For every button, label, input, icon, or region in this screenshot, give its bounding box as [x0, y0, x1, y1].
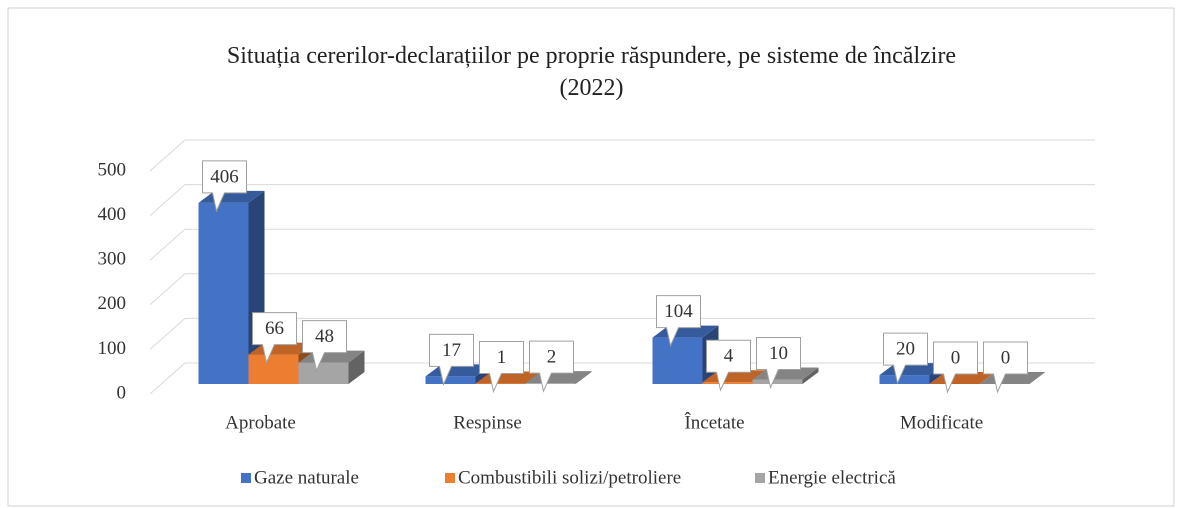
- bar-face: [348, 350, 365, 384]
- y-tick-label: 500: [98, 159, 127, 180]
- grid-line: [149, 273, 1095, 306]
- data-label-box: [656, 295, 701, 348]
- legend-label: Energie electrică: [768, 467, 896, 488]
- data-label: 104: [664, 301, 693, 322]
- grid-line: [149, 184, 1095, 216]
- grid-line: [149, 139, 1095, 172]
- bar-face: [652, 337, 703, 384]
- bar-face: [802, 367, 819, 384]
- chart-border: [7, 7, 1175, 507]
- y-tick-label: 400: [98, 204, 127, 225]
- bar: [298, 350, 365, 384]
- data-label-box: [429, 333, 474, 387]
- data-label-box: [302, 320, 347, 373]
- legend-swatch: [755, 473, 765, 483]
- y-tick-label: 100: [98, 338, 127, 359]
- data-label: 17: [442, 340, 461, 361]
- data-label: 66: [265, 318, 284, 339]
- bar-face: [702, 382, 753, 384]
- data-label-box: [933, 341, 978, 394]
- x-tick-label: Respinse: [453, 412, 522, 433]
- legend-label: Gaze naturale: [254, 467, 359, 488]
- data-label-box: [883, 332, 928, 385]
- data-label: 48: [315, 326, 334, 347]
- data-label-box: [479, 341, 524, 394]
- y-tick-label: 300: [98, 249, 127, 270]
- data-label-box: [252, 312, 297, 365]
- grid-line: [149, 228, 1095, 261]
- grid-line: [149, 317, 1095, 350]
- data-label: 4: [724, 346, 734, 367]
- legend-label: Combustibili solizi/petroliere: [458, 467, 681, 488]
- bar-face: [425, 376, 476, 384]
- data-label-box: [202, 160, 247, 213]
- chart-title: Situația cererilor-declarațiilor pe prop…: [226, 43, 957, 101]
- x-tick-label: Modificate: [900, 412, 983, 433]
- data-label: 1: [497, 347, 507, 368]
- data-label: 0: [1001, 347, 1011, 368]
- y-tick-label: 200: [98, 293, 127, 314]
- bar: [198, 190, 265, 384]
- legend-swatch: [241, 473, 251, 483]
- data-label: 406: [210, 166, 239, 187]
- bar-face: [575, 371, 592, 384]
- data-label-box: [756, 337, 801, 390]
- y-tick-label: 0: [117, 382, 127, 403]
- bar-face: [298, 362, 349, 384]
- data-label: 0: [951, 347, 961, 368]
- bar-face: [525, 383, 576, 384]
- data-label: 2: [547, 346, 557, 367]
- data-label: 20: [896, 338, 915, 359]
- legend-swatch: [445, 473, 455, 483]
- bar-face: [248, 354, 299, 384]
- bar-face: [198, 202, 249, 384]
- data-label-box: [706, 339, 751, 392]
- bar-face: [879, 375, 930, 384]
- data-label-box: [983, 341, 1028, 394]
- data-label: 10: [769, 343, 788, 364]
- x-tick-label: Încetate: [684, 411, 744, 433]
- data-label-box: [529, 340, 574, 393]
- x-tick-label: Aprobate: [225, 412, 296, 433]
- bar-face: [752, 379, 803, 384]
